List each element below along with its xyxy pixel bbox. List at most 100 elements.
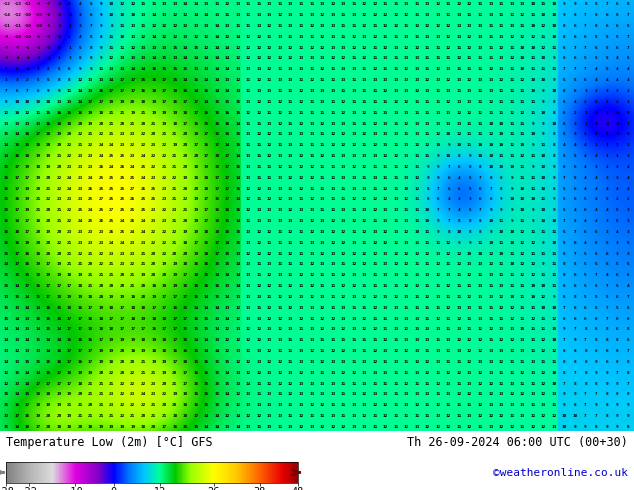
- Text: 13: 13: [309, 89, 314, 93]
- Text: 14: 14: [225, 46, 230, 49]
- Text: 11: 11: [309, 154, 314, 158]
- Text: -5: -5: [46, 24, 51, 28]
- Text: 13: 13: [425, 89, 430, 93]
- Text: 23: 23: [151, 392, 157, 396]
- Text: 14: 14: [46, 338, 51, 342]
- Text: 10: 10: [36, 100, 41, 104]
- Text: 14: 14: [25, 382, 30, 386]
- Text: 13: 13: [404, 317, 409, 320]
- Text: 11: 11: [351, 78, 356, 82]
- Text: 11: 11: [351, 122, 356, 125]
- Text: 12: 12: [393, 24, 399, 28]
- Text: 11: 11: [309, 67, 314, 72]
- Text: 11: 11: [509, 154, 514, 158]
- Text: 20: 20: [98, 122, 104, 125]
- Text: 17: 17: [193, 100, 198, 104]
- Text: 17: 17: [162, 306, 167, 310]
- Text: 3: 3: [616, 176, 618, 180]
- Text: -3: -3: [46, 35, 51, 39]
- Text: 21: 21: [172, 165, 178, 169]
- Text: 17: 17: [225, 197, 230, 201]
- Text: 17: 17: [46, 382, 51, 386]
- Text: 10: 10: [130, 13, 135, 17]
- Text: 18: 18: [77, 382, 82, 386]
- Text: 15: 15: [46, 327, 51, 331]
- Text: 4: 4: [448, 197, 450, 201]
- Text: 23: 23: [120, 132, 125, 136]
- Text: 11: 11: [340, 403, 346, 407]
- Text: 12: 12: [520, 392, 525, 396]
- Text: 13: 13: [288, 371, 294, 375]
- Text: 3: 3: [79, 24, 81, 28]
- Text: 17: 17: [204, 208, 209, 212]
- Text: 5: 5: [595, 251, 597, 255]
- Text: 17: 17: [46, 262, 51, 267]
- Text: 5: 5: [563, 230, 566, 234]
- Text: 1: 1: [626, 100, 629, 104]
- Text: 10: 10: [520, 46, 525, 49]
- Text: 14: 14: [204, 100, 209, 104]
- Text: 4: 4: [595, 187, 597, 191]
- Text: 17: 17: [67, 360, 72, 364]
- Text: 14: 14: [25, 295, 30, 299]
- Text: 12: 12: [446, 284, 451, 288]
- Text: 11: 11: [488, 306, 493, 310]
- Text: 13: 13: [235, 295, 241, 299]
- Text: 21: 21: [172, 154, 178, 158]
- Text: 1: 1: [68, 46, 71, 49]
- Text: 12: 12: [288, 56, 294, 60]
- Text: 12: 12: [415, 187, 420, 191]
- Text: 13: 13: [309, 208, 314, 212]
- Text: 15: 15: [193, 425, 198, 429]
- Text: 11: 11: [362, 306, 367, 310]
- Text: 8: 8: [574, 403, 576, 407]
- Text: 4: 4: [626, 176, 629, 180]
- Text: -8: -8: [36, 2, 41, 6]
- Text: 11: 11: [372, 262, 377, 267]
- Text: 4: 4: [616, 67, 618, 72]
- Text: 13: 13: [225, 306, 230, 310]
- Text: 11: 11: [278, 67, 283, 72]
- Text: 1: 1: [595, 143, 597, 147]
- Text: 13: 13: [362, 273, 367, 277]
- Text: 12: 12: [393, 262, 399, 267]
- Text: 13: 13: [340, 219, 346, 223]
- Text: 24: 24: [141, 392, 146, 396]
- Text: 20: 20: [36, 187, 41, 191]
- Text: 21: 21: [109, 382, 114, 386]
- Text: 13: 13: [320, 392, 325, 396]
- Text: 12: 12: [267, 143, 272, 147]
- Text: 14: 14: [214, 349, 219, 353]
- Text: 11: 11: [520, 317, 525, 320]
- Text: 12: 12: [267, 306, 272, 310]
- Text: 14: 14: [151, 35, 157, 39]
- Text: 12: 12: [436, 24, 441, 28]
- Text: 13: 13: [193, 67, 198, 72]
- Text: 9: 9: [510, 187, 513, 191]
- Text: 17: 17: [151, 306, 157, 310]
- Text: 19: 19: [46, 230, 51, 234]
- Text: 12: 12: [477, 403, 483, 407]
- Text: 8: 8: [458, 154, 460, 158]
- Text: 12: 12: [404, 284, 409, 288]
- Text: 12: 12: [151, 24, 157, 28]
- Text: 21: 21: [67, 262, 72, 267]
- Text: 17: 17: [120, 327, 125, 331]
- Text: 13: 13: [404, 392, 409, 396]
- Text: 19: 19: [46, 403, 51, 407]
- Text: 6: 6: [37, 89, 39, 93]
- Text: 11: 11: [267, 111, 272, 115]
- Text: 13: 13: [509, 2, 514, 6]
- Text: 9: 9: [437, 154, 439, 158]
- Text: 18: 18: [56, 295, 61, 299]
- Text: 25: 25: [141, 197, 146, 201]
- Text: 13: 13: [172, 56, 178, 60]
- Text: 12: 12: [488, 132, 493, 136]
- Text: 13: 13: [330, 46, 335, 49]
- Text: 12: 12: [257, 241, 262, 245]
- Text: 11: 11: [393, 219, 399, 223]
- Text: 11: 11: [415, 100, 420, 104]
- Text: 13: 13: [278, 338, 283, 342]
- Text: 12: 12: [467, 425, 472, 429]
- Text: 12: 12: [320, 67, 325, 72]
